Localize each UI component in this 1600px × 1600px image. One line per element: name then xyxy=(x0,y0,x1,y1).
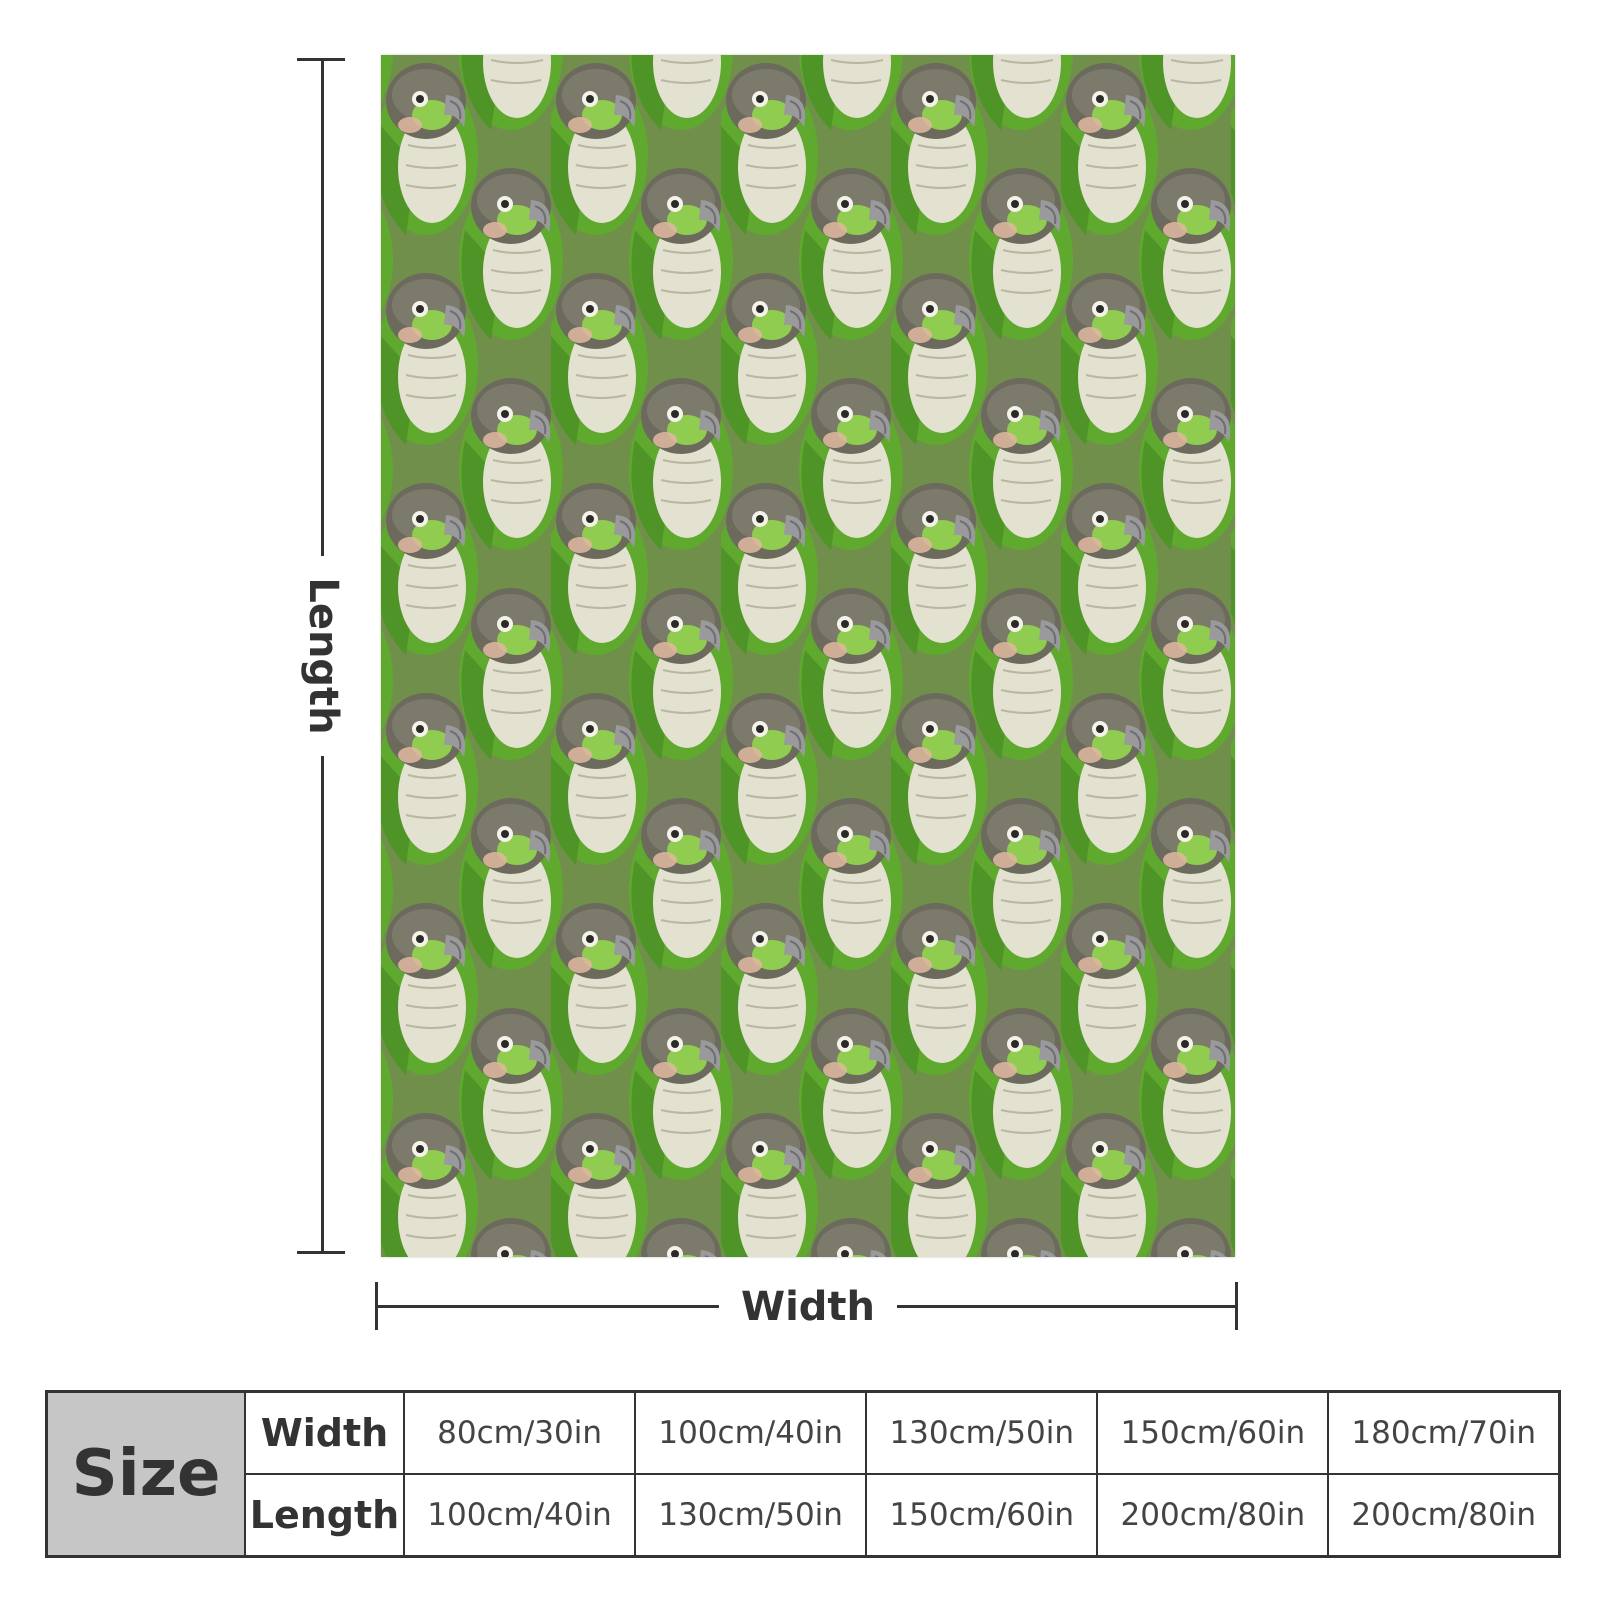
width-label: Width xyxy=(718,1284,898,1330)
width-value: 150cm/60in xyxy=(1096,1390,1330,1475)
table-row-width: Size Width 80cm/30in 100cm/40in 130cm/50… xyxy=(45,1390,1561,1558)
length-value: 200cm/80in xyxy=(1327,1473,1561,1558)
width-value: 180cm/70in xyxy=(1327,1390,1561,1475)
size-table: Size Width 80cm/30in 100cm/40in 130cm/50… xyxy=(45,1390,1561,1558)
length-value: 100cm/40in xyxy=(402,1473,637,1558)
length-value: 150cm/60in xyxy=(865,1473,1099,1558)
length-label: Length xyxy=(300,556,346,756)
length-value: 130cm/50in xyxy=(634,1473,868,1558)
width-value: 80cm/30in xyxy=(402,1390,637,1475)
row-label-width: Width xyxy=(244,1390,405,1475)
size-header: Size xyxy=(45,1390,246,1558)
row-label-length: Length xyxy=(244,1473,405,1558)
width-value: 100cm/40in xyxy=(634,1390,868,1475)
length-value: 200cm/80in xyxy=(1096,1473,1330,1558)
width-value: 130cm/50in xyxy=(865,1390,1099,1475)
table-row-length: Length 100cm/40in 130cm/50in 150cm/60in … xyxy=(47,1473,1561,1558)
blanket-product-image xyxy=(381,55,1235,1257)
